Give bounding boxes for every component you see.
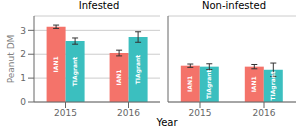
svg-text:IAN1: IAN1 xyxy=(115,69,122,85)
svg-text:2015: 2015 xyxy=(54,108,77,116)
svg-text:IAN1: IAN1 xyxy=(52,56,59,72)
svg-text:2016: 2016 xyxy=(117,108,140,116)
html-text:Infested: Infested xyxy=(78,0,120,11)
html-text:Non-infested: Non-infested xyxy=(202,0,266,11)
svg-text:Peanut DM: Peanut DM xyxy=(8,35,16,84)
svg-text:2: 2 xyxy=(20,49,26,59)
html-text:Year: Year xyxy=(156,117,178,128)
svg-text:TIAgrant: TIAgrant xyxy=(269,71,277,101)
svg-text:IAN1: IAN1 xyxy=(186,76,193,92)
svg-text:3: 3 xyxy=(20,26,26,36)
svg-text:1: 1 xyxy=(20,73,26,83)
svg-text:TIAgrant: TIAgrant xyxy=(71,57,79,87)
svg-text:2016: 2016 xyxy=(253,108,276,116)
svg-text:TIAgrant: TIAgrant xyxy=(205,69,213,99)
svg-text:2015: 2015 xyxy=(189,108,212,116)
svg-text:TIAgrant: TIAgrant xyxy=(134,55,142,85)
svg-text:IAN1: IAN1 xyxy=(250,76,257,92)
svg-text:0: 0 xyxy=(20,97,26,107)
